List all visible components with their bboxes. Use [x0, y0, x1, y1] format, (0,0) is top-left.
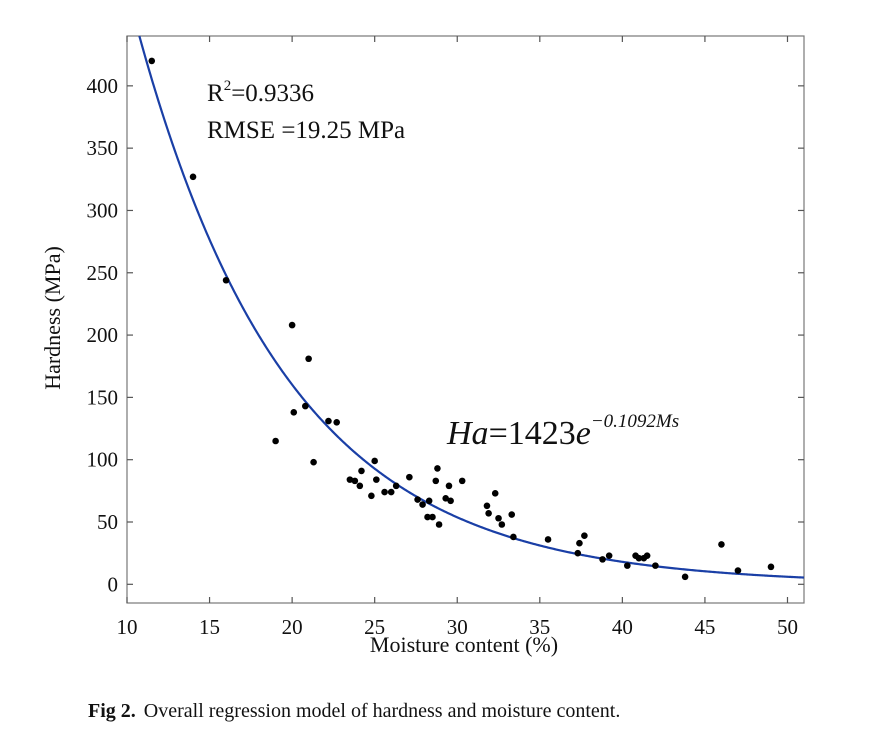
data-point [373, 476, 380, 483]
regression-curve [138, 35, 805, 579]
data-point [483, 502, 491, 510]
data-point [435, 521, 443, 528]
data-point [302, 402, 309, 410]
x-axis-title: Moisture content (%) [370, 632, 558, 657]
x-tick-label: 50 [777, 615, 798, 639]
data-point [734, 567, 742, 574]
caption-label: Fig 2. [88, 700, 136, 722]
data-point [574, 549, 582, 557]
x-tick-label: 35 [529, 615, 550, 639]
data-point [392, 482, 400, 490]
data-point [414, 496, 421, 503]
data-point [544, 536, 552, 543]
data-point [406, 473, 413, 481]
x-tick-label: 40 [612, 615, 633, 639]
regression-curve-layer [138, 35, 805, 579]
caption-text: Overall regression model of hardness and… [143, 700, 621, 722]
data-point [491, 490, 499, 497]
y-tick-label: 0 [108, 572, 119, 596]
data-point [148, 57, 156, 65]
data-point [599, 556, 606, 563]
data-point [305, 355, 312, 363]
plot-border [126, 35, 805, 604]
data-point [356, 482, 364, 490]
data-point [222, 276, 230, 284]
data-point [447, 497, 454, 505]
y-tick-label: 200 [87, 323, 119, 347]
data-point [189, 173, 197, 181]
chart: 10 15 20 25 30 35 40 45 50 0 50 100 150 200 250 300 350 4… [40, 35, 805, 657]
data-point [495, 514, 502, 522]
equation-exponent: −0.1092Ms [591, 411, 679, 432]
data-point [272, 437, 279, 445]
data-point [458, 477, 466, 485]
data-point [624, 562, 631, 569]
data-point [368, 492, 375, 500]
regression-equation: Ha=1423e−0.1092Ms [446, 411, 679, 452]
data-point [643, 552, 651, 559]
data-point [445, 482, 453, 490]
data-point [581, 532, 588, 540]
rmse-annotation: RMSE =19.25 MPa [207, 117, 405, 144]
data-point [576, 539, 583, 547]
data-points-layer [148, 57, 775, 581]
data-point [288, 321, 296, 329]
axis-ticks-layer: 10 15 20 25 30 35 40 45 50 0 50 100 150 200 250 300 350 4… [87, 36, 804, 639]
y-tick-label: 150 [87, 385, 119, 409]
data-point [325, 417, 332, 425]
x-tick-label: 25 [364, 615, 385, 639]
data-point [346, 476, 354, 483]
data-point [387, 488, 395, 496]
x-tick-label: 20 [282, 615, 303, 639]
x-tick-label: 45 [694, 615, 715, 639]
r2-value: =0.9336 [231, 80, 314, 107]
data-point [371, 457, 378, 465]
plot-frame [126, 35, 805, 604]
equation-lhs: Ha [446, 415, 489, 452]
data-point [310, 458, 317, 466]
r2-prefix: R [207, 80, 224, 107]
data-point [442, 495, 449, 502]
data-point [508, 511, 516, 518]
y-axis-title: Hardness (MPa) [40, 246, 65, 390]
y-tick-label: 50 [97, 510, 118, 534]
data-point [510, 533, 517, 541]
y-tick-label: 400 [87, 74, 119, 98]
y-tick-label: 300 [87, 198, 119, 222]
data-point [290, 409, 298, 416]
equation-coefficient: =1423 [489, 415, 576, 452]
data-point [681, 573, 689, 581]
y-tick-label: 100 [87, 448, 119, 472]
data-point [432, 477, 440, 485]
data-point [429, 513, 436, 521]
x-tick-label: 15 [199, 615, 220, 639]
data-point [425, 497, 433, 505]
data-point [485, 509, 492, 517]
data-point [498, 521, 506, 528]
equation-base: e [576, 415, 591, 452]
y-tick-label: 350 [87, 136, 119, 160]
data-point [424, 513, 431, 521]
data-point [434, 465, 441, 472]
data-point [381, 488, 388, 496]
data-point [419, 501, 426, 508]
x-tick-label: 10 [117, 615, 138, 639]
data-point [652, 562, 659, 569]
r2-exponent: 2 [224, 78, 232, 94]
data-point [767, 563, 775, 571]
data-point [605, 552, 613, 559]
figure-caption: Fig 2. Overall regression model of hardne… [88, 700, 620, 723]
data-point [718, 541, 725, 548]
y-tick-label: 250 [87, 261, 119, 285]
r-squared-annotation: R2=0.9336 [207, 78, 314, 107]
x-tick-label: 30 [447, 615, 468, 639]
data-point [358, 467, 365, 475]
data-point [333, 419, 341, 426]
data-point [635, 554, 643, 562]
data-point [351, 477, 359, 485]
